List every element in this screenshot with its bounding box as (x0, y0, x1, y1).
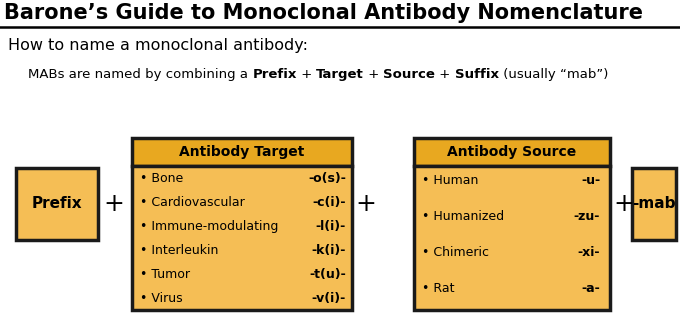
Text: +: + (296, 68, 316, 81)
Text: +: + (435, 68, 455, 81)
Text: -xi-: -xi- (577, 246, 600, 259)
Text: • Rat: • Rat (422, 282, 454, 295)
Text: Antibody Target: Antibody Target (180, 145, 305, 159)
FancyBboxPatch shape (414, 166, 610, 310)
Text: -zu-: -zu- (574, 210, 600, 223)
Text: • Human: • Human (422, 174, 478, 187)
Text: Prefix: Prefix (252, 68, 296, 81)
Text: Barone’s Guide to Monoclonal Antibody Nomenclature: Barone’s Guide to Monoclonal Antibody No… (4, 3, 643, 23)
Text: • Humanized: • Humanized (422, 210, 504, 223)
Text: -mab: -mab (632, 197, 676, 212)
Text: • Cardiovascular: • Cardiovascular (140, 196, 245, 209)
Text: Suffix: Suffix (455, 68, 498, 81)
Text: -o(s)-: -o(s)- (308, 172, 346, 185)
FancyBboxPatch shape (414, 138, 610, 166)
Text: • Immune-modulating: • Immune-modulating (140, 220, 278, 233)
Text: • Tumor: • Tumor (140, 268, 190, 281)
Text: Target: Target (316, 68, 364, 81)
FancyBboxPatch shape (16, 168, 98, 240)
Text: MABs are named by combining a: MABs are named by combining a (28, 68, 252, 81)
Text: • Interleukin: • Interleukin (140, 244, 218, 257)
Text: Antibody Source: Antibody Source (447, 145, 577, 159)
Text: • Bone: • Bone (140, 172, 183, 185)
Text: Prefix: Prefix (32, 197, 82, 212)
FancyBboxPatch shape (632, 168, 676, 240)
Text: +: + (356, 192, 377, 216)
FancyBboxPatch shape (132, 166, 352, 310)
Text: • Virus: • Virus (140, 292, 183, 305)
Text: -u-: -u- (581, 174, 600, 187)
Text: +: + (364, 68, 384, 81)
Text: -l(i)-: -l(i)- (316, 220, 346, 233)
Text: How to name a monoclonal antibody:: How to name a monoclonal antibody: (8, 38, 308, 53)
Text: +: + (613, 192, 634, 216)
Text: -k(i)-: -k(i)- (311, 244, 346, 257)
Text: • Chimeric: • Chimeric (422, 246, 489, 259)
Text: +: + (103, 192, 124, 216)
FancyBboxPatch shape (132, 138, 352, 166)
Text: -a-: -a- (581, 282, 600, 295)
Text: Source: Source (384, 68, 435, 81)
Text: -c(i)-: -c(i)- (313, 196, 346, 209)
Text: -t(u)-: -t(u)- (309, 268, 346, 281)
Text: (usually “mab”): (usually “mab”) (498, 68, 608, 81)
Text: -v(i)-: -v(i)- (311, 292, 346, 305)
